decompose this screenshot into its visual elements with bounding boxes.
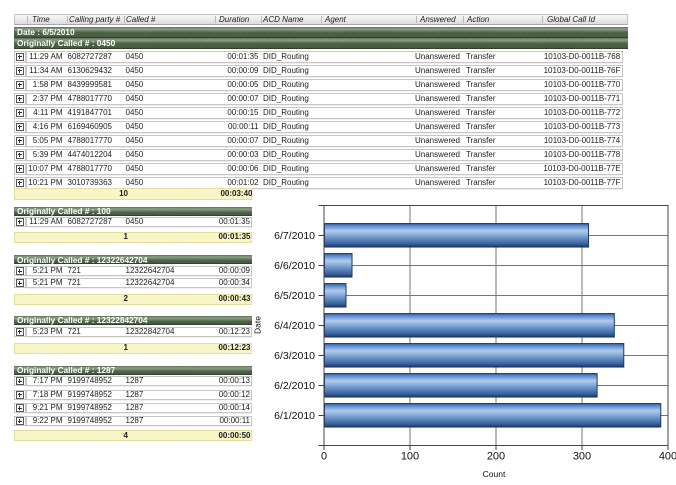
svg-text:6/4/2010: 6/4/2010 — [274, 320, 315, 332]
svg-text:Date: Date — [253, 316, 263, 334]
svg-text:6/6/2010: 6/6/2010 — [274, 260, 315, 272]
svg-text:6/2/2010: 6/2/2010 — [274, 380, 315, 392]
svg-text:300: 300 — [573, 451, 591, 463]
svg-text:6/3/2010: 6/3/2010 — [274, 350, 315, 362]
svg-text:0: 0 — [321, 451, 327, 463]
svg-text:100: 100 — [401, 451, 419, 463]
svg-text:6/1/2010: 6/1/2010 — [274, 410, 315, 422]
svg-text:Count: Count — [483, 469, 506, 479]
svg-text:6/5/2010: 6/5/2010 — [274, 290, 315, 302]
svg-text:400: 400 — [659, 451, 676, 463]
svg-text:6/7/2010: 6/7/2010 — [274, 230, 315, 242]
svg-text:200: 200 — [487, 451, 505, 463]
